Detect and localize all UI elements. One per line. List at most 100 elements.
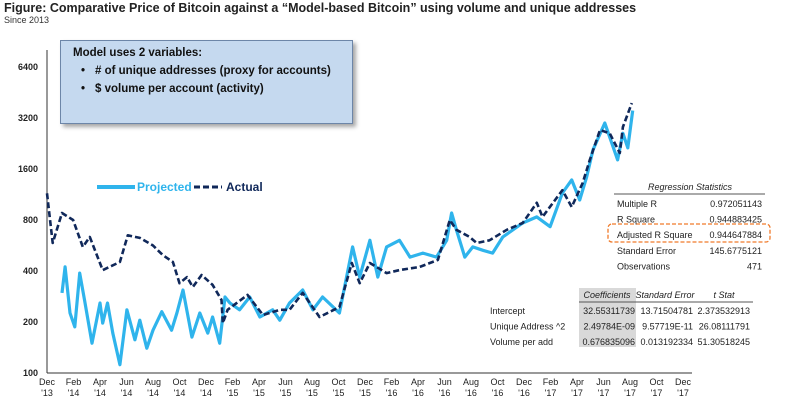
x-tick-month: Dec <box>516 377 533 387</box>
legend-projected-label: Projected <box>137 180 192 194</box>
y-tick-label: 800 <box>23 215 38 225</box>
x-tick-year: '17 <box>624 388 636 398</box>
regression-stat-label: Adjusted R Square <box>617 230 693 240</box>
y-tick-label: 1600 <box>18 164 38 174</box>
x-tick-month: Feb <box>225 377 241 387</box>
note-heading: Model uses 2 variables: <box>73 47 203 59</box>
x-tick-month: Aug <box>463 377 479 387</box>
x-tick-month: Apr <box>252 377 266 387</box>
series-line-projected <box>60 110 635 367</box>
legend-actual-label: Actual <box>226 180 263 194</box>
y-tick-labels: 100 200 400 800 1600 3200 6400 <box>18 62 38 378</box>
x-tick-year: '16 <box>386 388 398 398</box>
x-tick-month: Dec <box>198 377 215 387</box>
x-tick-year: '16 <box>465 388 477 398</box>
x-tick-year: '14 <box>200 388 212 398</box>
x-tick-year: '15 <box>333 388 345 398</box>
x-tick-month: Feb <box>543 377 559 387</box>
regression-stat-label: Standard Error <box>617 246 676 256</box>
series-line-actual <box>45 102 634 325</box>
coefficient-row-label: Unique Address ^2 <box>490 322 565 332</box>
y-tick-label: 3200 <box>18 113 38 123</box>
x-tick-month: Feb <box>66 377 82 387</box>
coefficient-cell: 9.57719E-11 <box>642 322 693 332</box>
x-tick-month: Aug <box>622 377 638 387</box>
x-tick-year: '15 <box>253 388 265 398</box>
x-tick-month: Aug <box>304 377 320 387</box>
x-tick-month: Jun <box>119 377 134 387</box>
x-tick-year: '14 <box>174 388 186 398</box>
coefficients-column-shade <box>579 288 636 347</box>
note-bullet: • # of unique addresses (proxy for accoun… <box>81 65 331 77</box>
x-tick-month: Apr <box>93 377 107 387</box>
x-tick-year: '17 <box>677 388 689 398</box>
coefficient-cell: 26.08111791 <box>699 322 750 332</box>
x-tick-year: '16 <box>412 388 424 398</box>
x-tick-year: '15 <box>280 388 292 398</box>
x-tick-month: Oct <box>172 377 187 387</box>
coefficient-cell: 13.71504781 <box>640 306 693 316</box>
coefficient-cell: 2.49784E-09 <box>583 322 635 332</box>
x-tick-year: '13 <box>41 388 53 398</box>
x-tick-month: Dec <box>357 377 374 387</box>
regression-stat-value: 0.944647884 <box>709 230 762 240</box>
x-tick-month: Feb <box>384 377 400 387</box>
note-bullet-text: # of unique addresses (proxy for account… <box>95 65 331 77</box>
regression-statistics-title: Regression Statistics <box>648 182 733 192</box>
regression-stat-value: 145.6775121 <box>709 246 762 256</box>
x-tick-month: Oct <box>490 377 505 387</box>
x-tick-month: Apr <box>411 377 425 387</box>
coefficient-cell: 0.676835096 <box>582 337 635 347</box>
note-bullet-text: $ volume per account (activity) <box>95 83 264 95</box>
x-tick-year: '16 <box>518 388 530 398</box>
x-tick-year: '15 <box>227 388 239 398</box>
x-tick-month: Dec <box>675 377 692 387</box>
series-lines <box>45 102 635 367</box>
x-tick-month: Jun <box>596 377 611 387</box>
y-tick-label: 200 <box>23 317 38 327</box>
x-tick-month: Aug <box>145 377 161 387</box>
y-tick-label: 400 <box>23 266 38 276</box>
x-tick-year: '15 <box>359 388 371 398</box>
coefficient-row-label: Intercept <box>490 306 526 316</box>
x-tick-year: '17 <box>571 388 583 398</box>
legend: Projected Actual <box>97 180 263 194</box>
x-tick-month: Jun <box>437 377 452 387</box>
model-note-box: Model uses 2 variables: • # of unique add… <box>60 40 353 124</box>
x-tick-year: '16 <box>492 388 504 398</box>
regression-stat-value: 471 <box>747 261 762 271</box>
regression-stat-label: Multiple R <box>617 199 658 209</box>
regression-stat-label: R Square <box>617 215 655 225</box>
coefficient-row-label: Volume per add <box>490 337 553 347</box>
x-tick-year: '14 <box>147 388 159 398</box>
coef-header: Coefficients <box>583 290 631 300</box>
note-bullet: • $ volume per account (activity) <box>81 83 264 95</box>
adjusted-r-square-highlight <box>607 223 771 243</box>
x-tick-year: '14 <box>94 388 106 398</box>
chart-title: Figure: Comparative Price of Bitcoin aga… <box>4 1 637 15</box>
y-tick-label: 6400 <box>18 62 38 72</box>
regression-statistics-table: Regression Statistics Multiple R 0.972051… <box>607 182 771 271</box>
coefficient-cell: 2.373532913 <box>697 306 750 316</box>
coefficients-table: Coefficients Standard Error t Stat Inter… <box>490 288 753 347</box>
x-tick-year: '14 <box>121 388 133 398</box>
x-tick-year: '16 <box>439 388 451 398</box>
x-tick-year: '17 <box>545 388 557 398</box>
coefficient-cell: 32.55311739 <box>583 306 635 316</box>
x-tick-year: '17 <box>651 388 663 398</box>
x-tick-year: '14 <box>68 388 80 398</box>
y-tick-label: 100 <box>23 368 38 378</box>
x-tick-month: Jun <box>278 377 293 387</box>
regression-stat-value: 0.944883425 <box>709 215 762 225</box>
x-tick-year: '17 <box>598 388 610 398</box>
chart-subtitle: Since 2013 <box>4 15 50 25</box>
std-error-header: Standard Error <box>635 290 695 300</box>
x-tick-month: Oct <box>331 377 346 387</box>
x-tick-month: Apr <box>570 377 584 387</box>
axes <box>46 50 692 374</box>
regression-stat-value: 0.972051143 <box>710 199 762 209</box>
x-tick-month: Oct <box>649 377 664 387</box>
regression-stat-label: Observations <box>617 261 671 271</box>
t-stat-header: t Stat <box>713 290 735 300</box>
